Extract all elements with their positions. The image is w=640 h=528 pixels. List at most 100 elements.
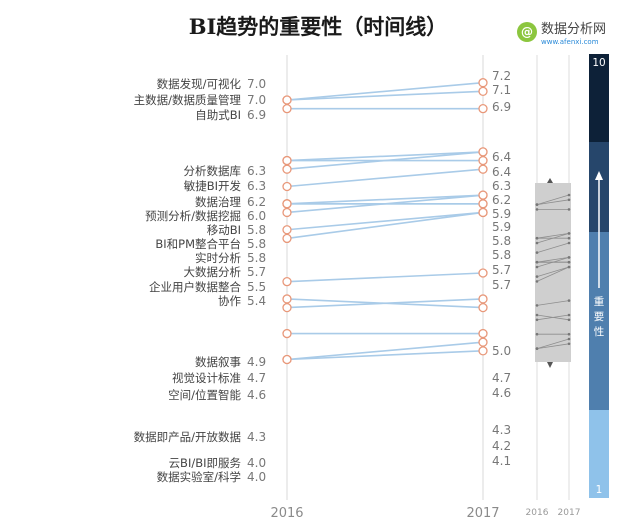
mini-marker-2017 xyxy=(567,256,571,259)
brand-name: 数据分析网 xyxy=(541,22,606,37)
mini-marker-2016 xyxy=(535,275,539,278)
mini-line xyxy=(536,266,570,277)
mini-line xyxy=(536,233,570,244)
value-label-2017: 6.4 xyxy=(492,150,511,164)
left-labels: 数据发现/可视化 7.0 主数据/数据质量管理 7.0 自助式BI 6.9 分析数据库 6.3… xyxy=(134,77,266,484)
category-label: 敏捷BI开发 xyxy=(184,179,242,193)
mini-marker-2016 xyxy=(535,236,539,240)
marker-2016 xyxy=(282,233,292,244)
marker-2017 xyxy=(478,207,488,218)
slope-line xyxy=(286,194,484,214)
scale-arrowhead-icon xyxy=(595,171,603,180)
slope-line xyxy=(286,151,484,162)
marker-2017 xyxy=(478,164,488,174)
value-label-2016: 6.2 xyxy=(247,195,266,209)
mini-marker-2017 xyxy=(567,342,571,346)
marker-2017 xyxy=(478,86,488,96)
marker-2017 xyxy=(478,190,488,200)
slope-line xyxy=(286,272,484,283)
mini-marker-2017 xyxy=(567,236,571,240)
value-label-2016: 4.7 xyxy=(247,371,266,385)
mini-marker-2017 xyxy=(567,332,571,336)
value-label-2017: 4.7 xyxy=(492,371,511,385)
slope-line xyxy=(286,211,484,240)
mini-marker-2017 xyxy=(567,299,571,302)
mini-marker-2017 xyxy=(567,337,571,341)
value-label-2017: 5.7 xyxy=(492,263,511,277)
marker-2016 xyxy=(282,354,292,365)
marker-2016 xyxy=(282,294,292,304)
category-label: 分析数据库 xyxy=(184,164,242,178)
marker-2016 xyxy=(282,104,292,114)
mini-line xyxy=(536,343,570,349)
value-label-2016: 5.8 xyxy=(247,223,266,237)
marker-2016 xyxy=(282,276,292,287)
category-label: BI和PM整合平台 xyxy=(155,237,241,251)
value-label-2016: 5.5 xyxy=(247,280,266,294)
marker-2016 xyxy=(282,302,292,313)
scale-bottom-label: 1 xyxy=(596,484,603,496)
marker-2017 xyxy=(478,328,488,339)
mini-marker-2017 xyxy=(567,260,571,264)
marker-2017 xyxy=(478,294,488,304)
chart-title: BI趋势的重要性（时间线） xyxy=(189,14,448,39)
mini-marker-2016 xyxy=(535,332,539,336)
value-label-2017: 6.4 xyxy=(492,165,511,179)
mini-box xyxy=(535,183,571,362)
mini-marker-2017 xyxy=(567,198,571,202)
value-label-2017: 4.6 xyxy=(492,386,511,400)
mini-marker-2017 xyxy=(567,241,571,245)
x-tick-2016: 2016 xyxy=(270,506,303,521)
scale-top-label: 10 xyxy=(592,57,605,69)
marker-2017 xyxy=(478,302,488,313)
marker-2016 xyxy=(282,181,292,192)
value-label-2016: 7.0 xyxy=(247,93,266,107)
mini-marker-2016 xyxy=(535,318,539,322)
value-label-2017: 6.3 xyxy=(492,179,511,193)
marker-2017 xyxy=(478,147,488,157)
value-label-2016: 5.8 xyxy=(247,237,266,251)
category-label: 数据叙事 xyxy=(195,355,241,369)
marker-2017 xyxy=(478,346,488,356)
value-label-2016: 6.3 xyxy=(247,179,266,193)
mini-tick-2017: 2017 xyxy=(558,508,581,518)
mini-marker-2016 xyxy=(535,260,539,264)
value-label-2017: 5.0 xyxy=(492,344,511,358)
value-label-2016: 5.4 xyxy=(247,294,266,308)
mini-line xyxy=(536,266,570,282)
value-label-2016: 4.0 xyxy=(247,470,266,484)
mini-line xyxy=(536,338,570,349)
x-tick-2017: 2017 xyxy=(466,506,499,521)
slope-line xyxy=(286,194,484,205)
mini-marker-2017 xyxy=(567,232,571,235)
mini-marker-2016 xyxy=(535,203,539,206)
marker-2017 xyxy=(478,268,488,278)
mini-line xyxy=(536,300,570,306)
mini-marker-2017 xyxy=(567,265,571,269)
value-label-2017: 4.3 xyxy=(492,423,511,437)
mini-box-top-marker xyxy=(547,178,553,183)
value-label-2016: 6.0 xyxy=(247,209,266,223)
scale-band-3 xyxy=(589,232,609,410)
mini-line xyxy=(536,257,570,263)
marker-2016 xyxy=(282,328,292,339)
value-label-2017: 5.9 xyxy=(492,220,511,234)
slope-line xyxy=(286,90,484,101)
mini-marker-2016 xyxy=(535,208,539,211)
right-labels: 7.27.16.96.46.46.36.25.95.95.85.85.75.75… xyxy=(492,69,511,468)
mini-line xyxy=(536,199,570,205)
mini-marker-2016 xyxy=(535,304,539,307)
mini-line xyxy=(536,242,570,253)
mini-marker-2017 xyxy=(567,208,571,211)
marker-2017 xyxy=(478,104,488,114)
marker-2016 xyxy=(282,155,292,166)
slope-line xyxy=(286,211,484,231)
marker-2016 xyxy=(282,225,292,235)
category-label: 预测分析/数据挖掘 xyxy=(145,209,241,223)
mini-marker-2016 xyxy=(535,347,539,350)
brand-url: www.afenxi.com xyxy=(541,38,599,46)
category-label: 大数据分析 xyxy=(184,265,242,279)
category-label: 数据治理 xyxy=(195,195,241,209)
value-label-2017: 5.7 xyxy=(492,278,511,292)
